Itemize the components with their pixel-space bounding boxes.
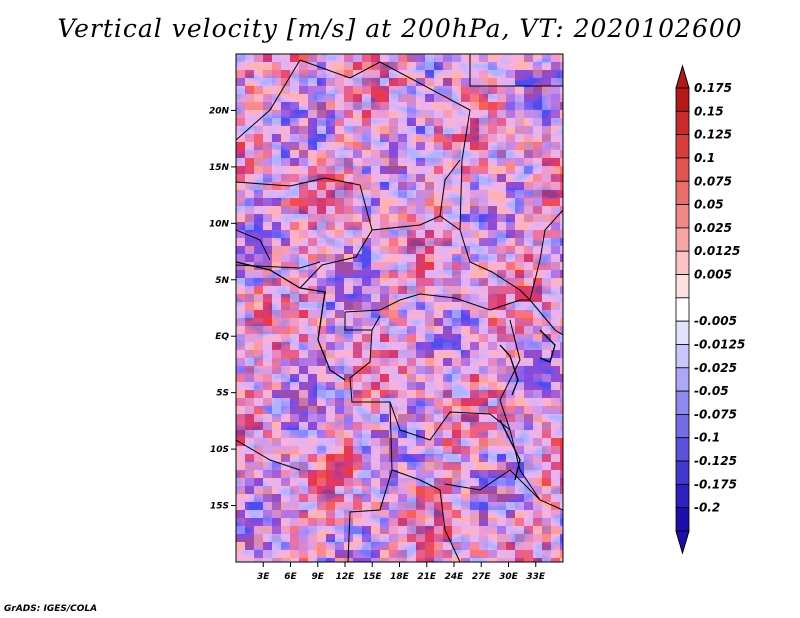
y-tick-label: 15N: [209, 163, 230, 173]
x-tick-label: 18E: [390, 572, 410, 582]
y-tick-label: 5N: [215, 276, 229, 286]
border-line: [349, 329, 511, 441]
colorbar-swatch: [675, 180, 690, 205]
colorbar-label: 0.005: [694, 268, 732, 282]
border-line: [236, 439, 301, 471]
x-tick-label: 3E: [257, 572, 270, 582]
colorbar-label: 0.15: [694, 104, 724, 118]
colorbar-swatch: [675, 483, 690, 509]
coastline-segment: [499, 344, 519, 396]
x-tick-label: 15E: [363, 572, 383, 582]
grads-credit: GrADS: IGES/COLA: [4, 604, 98, 614]
x-tick-label: 27E: [472, 572, 492, 582]
x-tick-label: 30E: [499, 572, 519, 582]
y-tick-label: 5S: [216, 389, 229, 399]
colorbar-label: 0.075: [694, 174, 732, 188]
colorbar-swatch: [675, 110, 690, 136]
border-line: [236, 177, 373, 289]
coastline-segment: [499, 419, 521, 481]
colorbar: 0.175 0.15 0.125 0.1 0.075 0.05 0.025 0.0125 0.0…: [675, 64, 745, 555]
border-line: [499, 319, 541, 501]
border-line: [371, 215, 531, 301]
colorbar-label: -0.075: [694, 407, 737, 421]
colorbar-label: -0.125: [694, 454, 737, 468]
chart-title: Vertical velocity [m/s] at 200hPa, VT: 2…: [57, 14, 743, 43]
colorbar-swatch: [675, 297, 690, 322]
colorbar-swatch: [675, 87, 690, 112]
border-line: [344, 312, 381, 331]
x-tick-label: 21E: [417, 572, 437, 582]
velocity-texture: [236, 54, 563, 562]
border-line: [444, 469, 563, 511]
colorbar-swatch: [675, 437, 690, 462]
colorbar-bottom-extension: [675, 530, 690, 555]
y-tick-label: 15S: [210, 502, 229, 512]
colorbar-label: 0.0125: [694, 244, 740, 258]
border-line: [236, 229, 271, 261]
colorbar-swatch: [675, 250, 690, 275]
border-line: [344, 293, 530, 313]
colorbar-swatch: [675, 507, 690, 532]
x-tick-label: 6E: [284, 572, 297, 582]
border-line: [299, 59, 471, 231]
colorbar-label: -0.175: [694, 477, 737, 491]
colorbar-label: -0.1: [694, 431, 720, 445]
border-line: [469, 54, 563, 87]
x-axis: 3E 6E 9E 12E 15E 18E 21E 24E 27E 30E 33E: [257, 562, 546, 582]
colorbar-label: 0.1: [694, 151, 715, 165]
colorbar-label: -0.025: [694, 361, 737, 375]
border-line: [439, 159, 461, 217]
colorbar-label: 0.125: [694, 128, 732, 142]
coastline-segment: [539, 329, 556, 363]
colorbar-swatch: [675, 274, 690, 299]
x-tick-label: 9E: [312, 572, 325, 582]
x-tick-label: 33E: [526, 572, 546, 582]
colorbar-swatch: [675, 227, 690, 252]
x-tick-label: 12E: [336, 572, 356, 582]
country-borders: [236, 54, 563, 562]
colorbar-label: -0.005: [694, 314, 737, 328]
colorbar-swatch: [675, 344, 690, 369]
x-tick-label: 24E: [445, 572, 465, 582]
colorbar-label: -0.0125: [694, 337, 745, 351]
border-line: [529, 299, 563, 336]
colorbar-swatch: [675, 390, 690, 415]
border-line: [236, 59, 301, 141]
colorbar-swatch: [675, 157, 690, 182]
y-tick-label: 10N: [209, 219, 230, 229]
plot-area: [235, 53, 564, 563]
coastline-segment: [236, 261, 346, 381]
colorbar-swatch: [675, 134, 690, 159]
y-tick-label: EQ: [215, 332, 229, 342]
y-tick-label: 10S: [210, 445, 229, 455]
colorbar-label: 0.025: [694, 221, 732, 235]
colorbar-swatch: [675, 204, 690, 229]
colorbar-label: 0.05: [694, 198, 724, 212]
coastline: [236, 261, 556, 481]
colorbar-swatch: [675, 320, 690, 345]
colorbar-swatch: [675, 460, 690, 485]
colorbar-label: -0.05: [694, 384, 729, 398]
colorbar-top-extension: [675, 64, 690, 89]
border-line: [236, 261, 321, 269]
y-tick-label: 20N: [209, 106, 230, 116]
colorbar-swatch: [675, 367, 690, 392]
border-line: [529, 209, 563, 301]
border-line: [391, 469, 461, 562]
y-axis: 20N 15N 10N 5N EQ 5S 10S 15S: [209, 106, 236, 512]
colorbar-label: 0.175: [694, 81, 732, 95]
colorbar-label: -0.2: [694, 501, 720, 515]
colorbar-swatch: [675, 414, 690, 439]
border-line: [347, 401, 393, 562]
